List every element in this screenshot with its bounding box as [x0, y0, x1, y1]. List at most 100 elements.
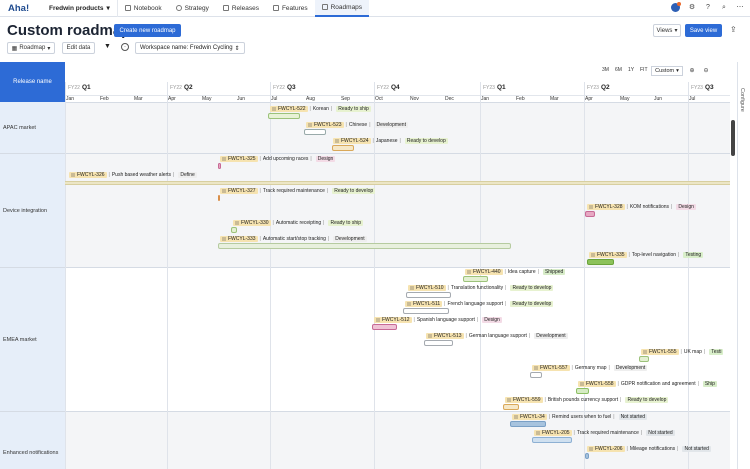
feature-timeline-bar[interactable] [639, 356, 649, 362]
zoom-option[interactable]: FIT [640, 67, 648, 73]
feature-id-tag[interactable]: FWCYL-328 [587, 203, 625, 210]
feature-timeline-bar[interactable] [218, 195, 220, 201]
feature-id-tag[interactable]: FWCYL-325 [220, 155, 258, 162]
feature-id-tag[interactable]: FWCYL-557 [532, 364, 570, 371]
feature-timeline-bar[interactable] [218, 243, 511, 249]
search-icon[interactable]: ⌕ [722, 3, 726, 11]
feature-card[interactable]: FWCYL-330 | Automatic receipting | Ready to … [233, 219, 364, 226]
feature-id-tag[interactable]: FWCYL-440 [465, 268, 503, 275]
drag-handle-icon[interactable] [643, 349, 647, 354]
feature-card[interactable]: FWCYL-206 | Mileage notifications | Not star… [587, 445, 711, 452]
feature-card[interactable]: FWCYL-522 | Korean | Ready to ship [270, 105, 371, 112]
feature-timeline-bar[interactable] [585, 453, 589, 459]
drag-handle-icon[interactable] [407, 301, 411, 306]
feature-card[interactable]: FWCYL-511 | French language support | Ready … [405, 300, 554, 307]
feature-id-tag[interactable]: FWCYL-555 [641, 348, 679, 355]
feature-timeline-bar[interactable] [218, 163, 221, 169]
tab-roadmaps[interactable]: Roadmaps [314, 0, 370, 17]
feature-timeline-bar[interactable] [332, 145, 354, 151]
filter-icon[interactable]: ▼ [104, 43, 111, 50]
configure-label[interactable]: Configure [739, 88, 745, 112]
save-view-button[interactable]: Save view [685, 24, 722, 37]
feature-id-tag[interactable]: FWCYL-513 [426, 332, 464, 339]
feature-id-tag[interactable]: FWCYL-523 [306, 121, 344, 128]
drag-handle-icon[interactable] [514, 414, 518, 419]
drag-handle-icon[interactable] [589, 204, 593, 209]
feature-timeline-bar[interactable] [403, 308, 449, 314]
tab-releases[interactable]: Releases [216, 0, 266, 17]
help-icon[interactable]: ? [706, 3, 710, 11]
feature-card[interactable]: FWCYL-524 | Japanese | Ready to develop [333, 137, 448, 144]
feature-timeline-bar[interactable] [576, 388, 589, 394]
drag-handle-icon[interactable] [534, 365, 538, 370]
feature-card[interactable]: FWCYL-513 | German language support | Develo… [426, 332, 568, 339]
feature-id-tag[interactable]: FWCYL-524 [333, 137, 371, 144]
drag-handle-icon[interactable] [589, 446, 593, 451]
drag-handle-icon[interactable] [591, 252, 595, 257]
drag-handle-icon[interactable] [507, 397, 511, 402]
feature-card[interactable]: FWCYL-34 | Remind users when to fuel | Not s… [512, 413, 648, 420]
avatar[interactable] [671, 2, 681, 12]
drag-handle-icon[interactable] [272, 106, 276, 111]
zoom-option[interactable]: 6M [615, 67, 622, 73]
feature-card[interactable]: FWCYL-523 | Chinese | Development [306, 121, 408, 128]
zoom-option[interactable]: 1Y [628, 67, 635, 73]
drag-handle-icon[interactable] [71, 172, 75, 177]
drag-handle-icon[interactable] [235, 220, 239, 225]
feature-timeline-bar[interactable] [530, 372, 542, 378]
drag-handle-icon[interactable] [222, 156, 226, 161]
feature-timeline-bar[interactable] [268, 113, 300, 119]
feature-id-tag[interactable]: FWCYL-330 [233, 219, 271, 226]
feature-card[interactable]: FWCYL-326 | Push based weather alerts | Defi… [69, 171, 197, 178]
drag-handle-icon[interactable] [308, 122, 312, 127]
feature-timeline-bar[interactable] [424, 340, 453, 346]
feature-timeline-bar[interactable] [372, 324, 397, 330]
tab-notebook[interactable]: Notebook [118, 0, 169, 17]
workspace-filter[interactable]: Workspace name: Fredwin Cycling ⇕ [135, 42, 245, 54]
feature-id-tag[interactable]: FWCYL-205 [534, 429, 572, 436]
feature-id-tag[interactable]: FWCYL-510 [408, 284, 446, 291]
feature-timeline-bar[interactable] [503, 404, 519, 410]
feature-id-tag[interactable]: FWCYL-558 [578, 380, 616, 387]
aha-logo[interactable]: Aha! [8, 2, 30, 14]
drag-handle-icon[interactable] [428, 333, 432, 338]
feature-timeline-bar[interactable] [231, 227, 237, 233]
feature-id-tag[interactable]: FWCYL-522 [270, 105, 308, 112]
feature-card[interactable]: FWCYL-557 | Germany map | Development [532, 364, 648, 371]
edit-data-button[interactable]: Edit data [62, 42, 95, 54]
drag-handle-icon[interactable] [222, 236, 226, 241]
feature-id-tag[interactable]: FWCYL-333 [220, 235, 258, 242]
zoom-option[interactable]: 3M [602, 67, 609, 73]
feature-id-tag[interactable]: FWCYL-206 [587, 445, 625, 452]
drag-handle-icon[interactable] [536, 430, 540, 435]
roadmap-dropdown[interactable]: ▦ Roadmap ▾ [7, 42, 55, 54]
feature-timeline-bar[interactable] [587, 259, 614, 265]
feature-card[interactable]: FWCYL-512 | Spanish language support | Desig… [374, 316, 502, 323]
feature-card[interactable]: FWCYL-325 | Add upcoming races | Design [220, 155, 336, 162]
feature-card[interactable]: FWCYL-328 | KOM notifications | Design [587, 203, 696, 210]
feature-card[interactable]: FWCYL-205 | Track required maintenance | Not… [534, 429, 675, 436]
more-icon[interactable]: ⋯ [736, 3, 744, 11]
drag-handle-icon[interactable] [222, 188, 226, 193]
zoom-custom-select[interactable]: Custom ▾ [651, 66, 683, 76]
feature-card[interactable]: FWCYL-335 | Top-level navigation | Testing [589, 251, 704, 258]
feature-timeline-bar[interactable] [510, 421, 546, 427]
feature-timeline-bar[interactable] [304, 129, 326, 135]
views-button[interactable]: Views ▾ [653, 24, 681, 37]
feature-timeline-bar[interactable] [406, 292, 451, 298]
feature-card[interactable]: FWCYL-510 | Translation functionality | Read… [408, 284, 554, 291]
feature-id-tag[interactable]: FWCYL-335 [589, 251, 627, 258]
feature-id-tag[interactable]: FWCYL-34 [512, 413, 547, 420]
tab-features[interactable]: Features [266, 0, 315, 17]
feature-id-tag[interactable]: FWCYL-512 [374, 316, 412, 323]
feature-id-tag[interactable]: FWCYL-559 [505, 396, 543, 403]
configure-panel[interactable] [737, 62, 750, 469]
release-name-header[interactable]: Release name [0, 62, 65, 102]
share-icon[interactable]: ⇪ [730, 25, 737, 34]
drag-handle-icon[interactable] [376, 317, 380, 322]
tab-strategy[interactable]: Strategy [169, 0, 216, 17]
feature-id-tag[interactable]: FWCYL-327 [220, 187, 258, 194]
feature-card[interactable]: FWCYL-440 | Idea capture | Shipped [465, 268, 566, 275]
feature-card[interactable]: FWCYL-327 | Track required maintenance | Rea… [220, 187, 376, 194]
feature-timeline-bar[interactable] [463, 276, 488, 282]
